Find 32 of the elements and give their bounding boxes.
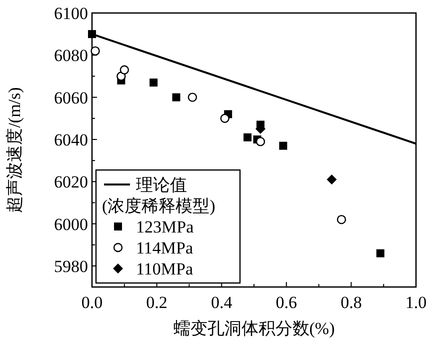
y-tick-label: 6020 <box>54 172 88 192</box>
point <box>220 114 230 123</box>
point <box>326 174 337 185</box>
legend-label: 理论值 (浓度稀释模型) <box>102 176 216 216</box>
point <box>279 142 288 150</box>
point <box>376 249 384 258</box>
point <box>90 46 100 56</box>
y-tick-label: 5980 <box>54 256 88 276</box>
legend-label: 110MPa <box>136 260 194 278</box>
point <box>256 136 266 146</box>
point <box>88 30 96 38</box>
y-tick-label: 6100 <box>54 4 88 23</box>
x-tick-label: 0.0 <box>81 293 103 312</box>
x-tick-label: 0.8 <box>340 293 362 312</box>
legend-label: 123MPa <box>136 218 194 236</box>
legend-label: 114MPa <box>136 238 194 258</box>
y-tick-label: 6000 <box>54 214 88 234</box>
y-tick-label: 6040 <box>54 130 88 150</box>
point <box>244 133 252 142</box>
point <box>150 78 158 87</box>
y-tick-label: 6080 <box>54 46 88 66</box>
x-axis-title: 蠕变孔洞体积分数(%) <box>173 319 335 338</box>
point <box>172 93 180 102</box>
point <box>188 92 198 102</box>
x-tick-label: 1.0 <box>405 293 427 312</box>
x-tick-label: 0.6 <box>276 293 298 312</box>
y-tick-label: 6060 <box>54 88 88 108</box>
y-axis-title: 超声波速度/(m/s) <box>5 87 24 213</box>
x-tick-label: 0.2 <box>146 293 168 312</box>
point <box>336 214 346 224</box>
point <box>120 65 129 75</box>
x-tick-label: 0.4 <box>210 293 233 312</box>
